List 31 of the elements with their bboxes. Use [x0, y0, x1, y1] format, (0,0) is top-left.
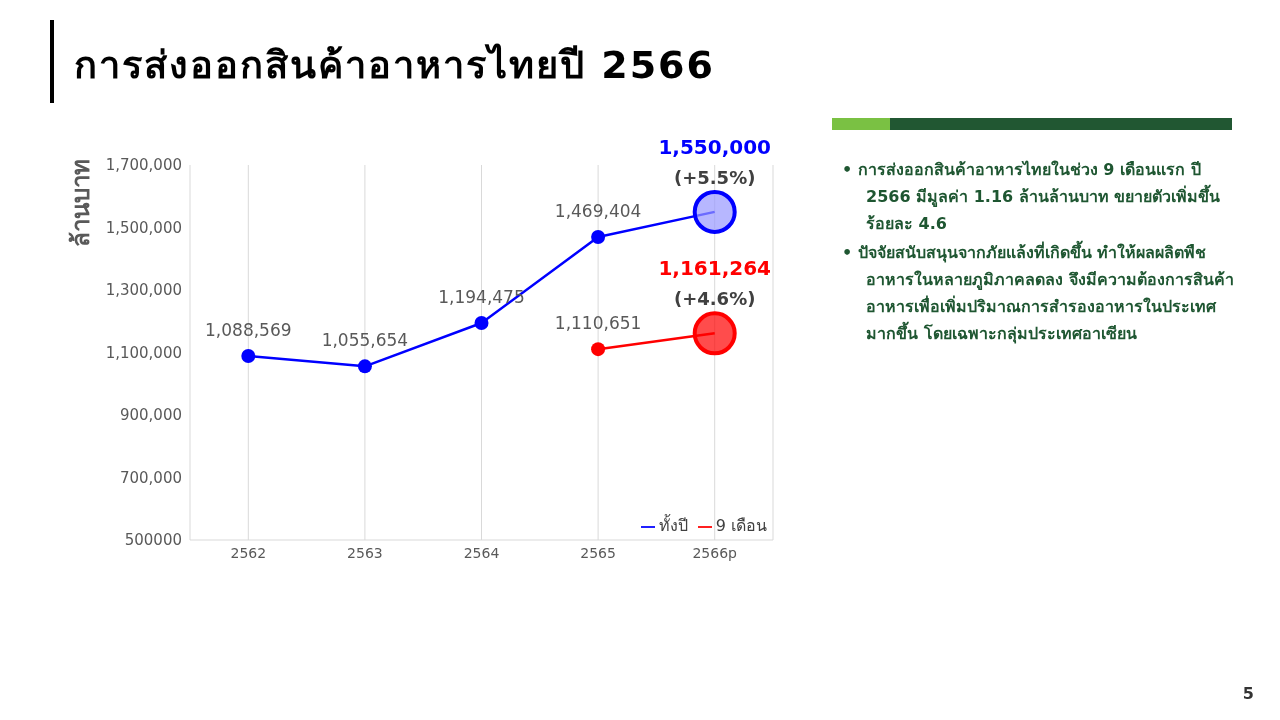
- annotation: (+5.5%): [673, 166, 756, 188]
- data-label: 1,161,264: [658, 256, 771, 281]
- y-tick-label: 1,100,000: [105, 343, 182, 362]
- data-label: 1,088,569: [205, 320, 292, 341]
- data-label: 1,550,000: [658, 134, 771, 159]
- legend-label: 9 เดือน: [715, 516, 767, 535]
- chart-title: การส่งออกสินค้าอาหารไทยปี 2566: [74, 42, 715, 89]
- x-tick-label: 2566p: [692, 544, 738, 561]
- annotation: (+4.6%): [673, 288, 756, 310]
- y-tick-label: 700,000: [119, 468, 182, 487]
- legend-label: ทั้งปี: [658, 516, 688, 535]
- text: • การส่งออกสินค้าอาหารไทยในช่วง 9 เดือนแรก ปี 2566 มีมูลค่า 1.16 ล้านล้านบาท ขยายตัวเพิ่มขึ้นร้อยละ 4.6: [842, 159, 1222, 235]
- data-label: 1,055,654: [321, 330, 409, 351]
- y-tick-label: 500000: [124, 531, 182, 550]
- x-tick-label: 2562: [230, 544, 267, 561]
- x-tick-label: 2565: [580, 544, 616, 561]
- point: [474, 315, 489, 330]
- text: • ปัจจัยสนับสนุนจากภัยแล้งที่เกิดขึ้น ทำให้ผลผลิตพืชอาหารในหลายภูมิภาคลดลง จึงมีความต้องการสินค้าอาหารเพื่อเพิ่มปริมาณการสำรองอาหารในประเทศมากขึ้น โดยเฉพาะกลุ่มประเทศอาเซียน: [842, 239, 1235, 346]
- y-tick-label: 1,300,000: [105, 281, 182, 300]
- data-label: 1,469,404: [554, 201, 642, 222]
- y-tick-label: 900,000: [119, 406, 182, 425]
- point: [591, 230, 606, 245]
- point: [357, 359, 372, 374]
- y-tick-label: 1,500,000: [105, 218, 182, 237]
- x-tick-label: 2563: [347, 544, 383, 561]
- text: 5: [1242, 684, 1254, 703]
- data-label: 1,110,651: [554, 313, 642, 334]
- point: [241, 349, 256, 364]
- x-tick-label: 2564: [463, 544, 500, 561]
- y-tick-label: 1,700,000: [105, 156, 182, 175]
- y-axis-title: ล้านบาท: [66, 158, 95, 247]
